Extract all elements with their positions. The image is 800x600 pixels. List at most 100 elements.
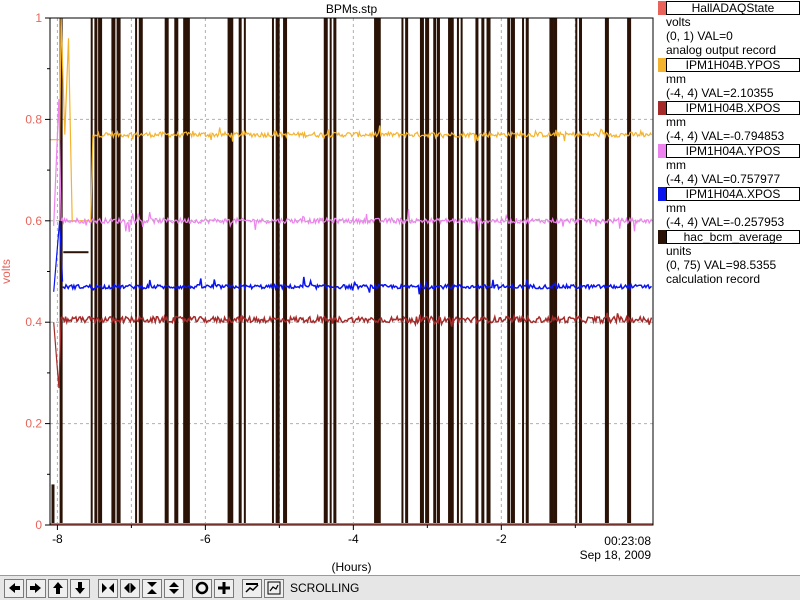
x-tick-label: -2 (496, 532, 507, 546)
bcm-spike (481, 18, 485, 525)
legend-series-name: hac_bcm_average (666, 230, 800, 244)
zoom-in-x-button[interactable] (98, 578, 118, 598)
bcm-spike (164, 18, 169, 525)
bcm-spike (186, 18, 190, 525)
bcm-spike (51, 484, 55, 525)
bcm-spike (456, 18, 459, 525)
y-tick-label: 1 (35, 11, 42, 25)
y-tick-label: 0.8 (25, 112, 42, 126)
bcm-spike (323, 18, 328, 525)
zoom-in-y-button[interactable] (142, 578, 162, 598)
legend-entry[interactable]: IPM1H04B.XPOS mm (-4, 4) VAL=-0.794853 (658, 101, 800, 143)
bcm-spike (460, 18, 463, 525)
legend-swatch (658, 230, 666, 244)
legend-series-name: IPM1H04A.YPOS (666, 144, 800, 158)
y-tick-label: 0 (35, 518, 42, 532)
bcm-spike (553, 18, 558, 525)
bcm-spike (329, 18, 332, 525)
chart-title: BPMs.stp (326, 2, 378, 16)
legend-entry[interactable]: hac_bcm_average units (0, 75) VAL=98.5355 c… (658, 230, 800, 286)
pan-left-button[interactable] (4, 578, 24, 598)
bcm-spike (90, 18, 93, 525)
legend-series-name: IPM1H04B.XPOS (666, 101, 800, 115)
bcm-spike (436, 18, 440, 525)
pan-down-button[interactable] (70, 578, 90, 598)
print-button[interactable] (242, 578, 262, 598)
bcm-spike (604, 18, 609, 525)
bcm-spike (94, 18, 98, 525)
crosshair-icon (218, 582, 230, 594)
series-line-ipm1h04a-ypos (60, 209, 653, 232)
auto-scale-icon (195, 581, 209, 595)
legend-detail: (-4, 4) VAL=2.10355 (666, 86, 774, 100)
bcm-spike (243, 18, 246, 525)
bcm-spike (475, 18, 479, 525)
bcm-spike (283, 18, 288, 525)
strip-chart: -8 -6 -4 -2 0 0.2 0.4 0.6 0.8 1 BPMs.stp volts (Hour… (0, 2, 654, 574)
legend-swatch (658, 101, 666, 115)
legend-swatch (658, 1, 666, 15)
bcm-spike (507, 18, 511, 525)
bcm-spike (116, 18, 121, 525)
y-tick-label: 0.6 (25, 214, 42, 228)
pan-left-icon (9, 583, 20, 593)
legend-detail: mm (666, 115, 686, 129)
legend-entry[interactable]: IPM1H04A.XPOS mm (-4, 4) VAL=-0.257953 (658, 187, 800, 229)
print-icon (245, 583, 259, 593)
zoom-out-x-icon (124, 583, 136, 593)
legend-detail: (0, 1) VAL=0 (666, 29, 733, 43)
legend-series-name: IPM1H04A.XPOS (666, 187, 800, 201)
pan-right-button[interactable] (26, 578, 46, 598)
legend-entry[interactable]: HallADAQState volts (0, 1) VAL=0 analog out… (658, 1, 800, 57)
bcm-spike (98, 18, 103, 525)
pan-up-icon (53, 582, 63, 594)
zoom-box-button[interactable] (264, 578, 284, 598)
date-label: Sep 18, 2009 (580, 548, 652, 562)
series-line-ipm1h04a-xpos (53, 220, 64, 292)
zoom-in-x-icon (102, 583, 114, 593)
zoom-box-icon (267, 581, 281, 595)
bcm-spike (238, 18, 242, 525)
legend-detail: mm (666, 201, 686, 215)
series-line-ipm1h04a-ypos (53, 99, 62, 226)
legend-detail: (-4, 4) VAL=-0.257953 (666, 215, 785, 229)
bcm-spike (227, 18, 232, 525)
legend-swatch (658, 144, 666, 158)
bcm-spike (525, 18, 529, 525)
legend-detail: units (666, 244, 692, 258)
series-line-ipm1h04b-xpos (60, 312, 653, 328)
bcm-spike (575, 18, 578, 525)
crosshair-button[interactable] (214, 578, 234, 598)
toolbar: SCROLLING (0, 575, 800, 600)
bcm-spike (231, 18, 234, 525)
auto-scale-button[interactable] (192, 578, 212, 598)
bcm-spike (549, 18, 554, 525)
series-line-ipm1h04b-ypos (92, 125, 653, 143)
legend-entry[interactable]: IPM1H04B.YPOS mm (-4, 4) VAL=2.10355 (658, 58, 800, 100)
bcm-spike (183, 18, 188, 525)
legend-series-name: HallADAQState (666, 1, 800, 15)
pan-up-button[interactable] (48, 578, 68, 598)
bcm-spike (522, 18, 525, 525)
zoom-out-y-button[interactable] (164, 578, 184, 598)
bcm-spike (333, 18, 337, 525)
legend-detail: mm (666, 158, 686, 172)
bcm-spike (374, 18, 379, 525)
bcm-spike (63, 251, 89, 254)
bcm-spike (174, 18, 179, 525)
bcm-spike (451, 18, 454, 525)
bcm-spike (275, 18, 280, 525)
series-line-ipm1h04a-xpos (62, 276, 653, 295)
bcm-spike (486, 18, 491, 525)
legend-detail: mm (666, 72, 686, 86)
y-axis-label: volts (0, 259, 13, 284)
legend-entry[interactable]: IPM1H04A.YPOS mm (-4, 4) VAL=0.757977 (658, 144, 800, 186)
bcm-spike (377, 18, 381, 525)
bcm-spike (419, 18, 424, 525)
zoom-out-x-button[interactable] (120, 578, 140, 598)
legend-detail: volts (666, 15, 691, 29)
zoom-out-y-icon (169, 582, 179, 594)
bcm-spike (111, 18, 116, 525)
bcm-spike (271, 18, 274, 525)
time-label: 00:23:08 (604, 534, 651, 548)
